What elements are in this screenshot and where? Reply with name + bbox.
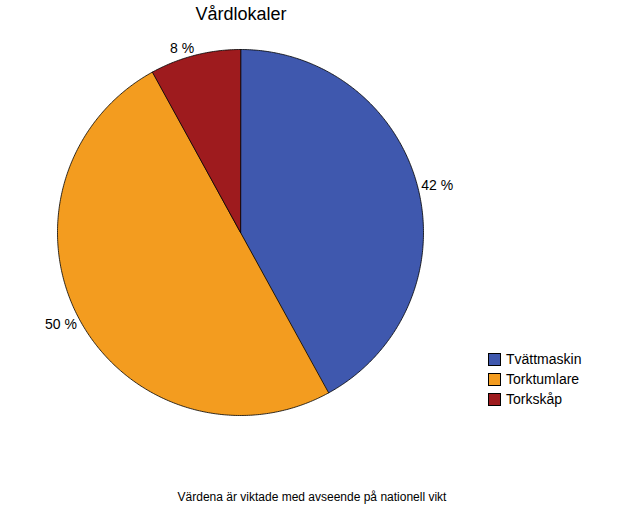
html-text:Tvättmaskin: Tvättmaskin bbox=[506, 351, 582, 367]
html-text:Vårdlokaler: Vårdlokaler bbox=[195, 4, 287, 24]
html-text:Värdena är viktade med avseend: Värdena är viktade med avseende på natio… bbox=[177, 490, 447, 504]
html-text:Torktumlare: Torktumlare bbox=[506, 371, 580, 387]
svg-text:50 %: 50 % bbox=[45, 316, 77, 332]
html-text:Torkskåp: Torkskåp bbox=[506, 391, 562, 407]
svg-text:42 %: 42 % bbox=[421, 177, 453, 193]
svg-text:8 %: 8 % bbox=[170, 40, 194, 56]
